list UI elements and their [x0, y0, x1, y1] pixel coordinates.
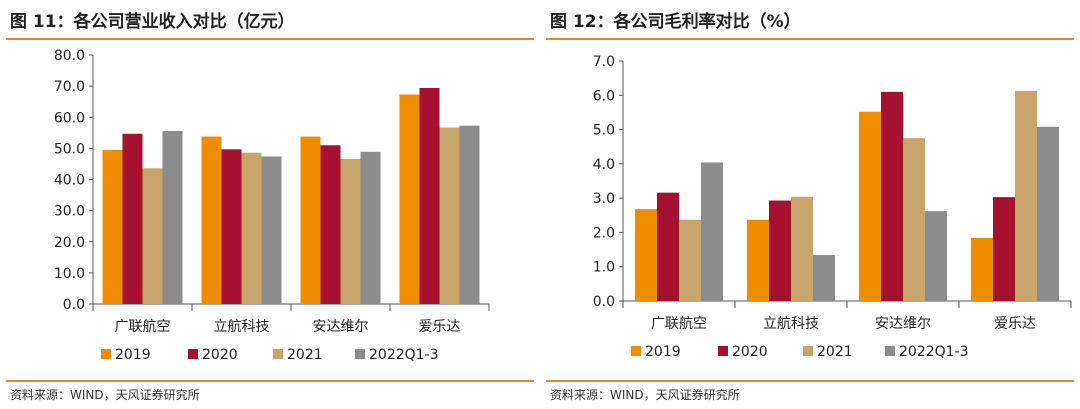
bar: [1037, 126, 1059, 301]
y-tick-label: 3.0: [593, 191, 615, 207]
legend-label: 2022Q1-3: [369, 347, 439, 363]
margin-chart-panel: 图 12：各公司毛利率对比（%） 0.0 1.0 2.0 3.0 4.0 5.0 6.0 7.…: [546, 0, 1076, 409]
gross-margin-bar-chart: 0.0 1.0 2.0 3.0 4.0 5.0 6.0 7.0 广联航空 立航科技 安达维尔 爱乐达 2…: [593, 54, 1072, 360]
bar: [859, 111, 881, 301]
legend-swatch: [885, 346, 895, 356]
x-tick-label: 广联航空: [651, 316, 707, 332]
y-tick-label: 60.0: [54, 110, 85, 126]
y-tick-label: 4.0: [593, 157, 615, 173]
bar: [320, 145, 341, 304]
legend-swatch: [803, 346, 813, 356]
bar: [221, 149, 242, 304]
bar: [162, 130, 183, 304]
x-tick-label: 爱乐达: [994, 316, 1036, 332]
x-tick-label: 立航科技: [763, 316, 819, 332]
y-tick-label: 0.0: [63, 297, 85, 313]
bar: [340, 158, 361, 304]
bar: [701, 162, 723, 301]
source-divider: [546, 380, 1074, 382]
bar: [360, 151, 381, 304]
bar: [769, 200, 791, 301]
y-tick-label: 0.0: [593, 294, 615, 310]
bar: [1015, 90, 1037, 301]
x-tick-label: 广联航空: [115, 319, 171, 335]
bar: [881, 91, 903, 301]
y-tick-label: 1.0: [593, 260, 615, 276]
revenue-chart-panel: 图 11：各公司营业收入对比（亿元） 0.0 10.0 20.0 30.0 40.0 50…: [6, 0, 536, 409]
y-tick-label: 50.0: [54, 141, 85, 157]
bar: [791, 196, 813, 301]
bar: [142, 168, 163, 304]
bar: [813, 255, 835, 301]
chart-title: 图 12：各公司毛利率对比（%）: [550, 12, 801, 32]
y-tick-label: 30.0: [54, 204, 85, 220]
bar: [459, 125, 480, 304]
bar: [993, 197, 1015, 301]
y-tick-label: 7.0: [593, 54, 615, 70]
legend-swatch: [355, 349, 365, 359]
bar: [102, 149, 123, 304]
legend-swatch: [101, 349, 111, 359]
y-tick-label: 20.0: [54, 235, 85, 251]
bar: [657, 192, 679, 301]
bar: [971, 237, 993, 301]
legend-label: 2021: [817, 344, 853, 360]
legend-label: 2020: [202, 347, 238, 363]
x-tick-label: 立航科技: [214, 319, 270, 335]
legend-label: 2021: [287, 347, 323, 363]
legend-swatch: [273, 349, 283, 359]
bar: [122, 133, 143, 304]
title-divider: [546, 38, 1074, 40]
source-note: 资料来源：WIND，天风证券研究所: [10, 388, 200, 402]
legend-label: 2022Q1-3: [899, 344, 969, 360]
chart-title: 图 11：各公司营业收入对比（亿元）: [10, 12, 295, 32]
bar: [679, 219, 701, 301]
source-divider: [6, 380, 534, 382]
bar: [747, 219, 769, 301]
x-tick-label: 安达维尔: [875, 316, 931, 332]
y-tick-label: 2.0: [593, 225, 615, 241]
y-tick-label: 10.0: [54, 266, 85, 282]
source-note: 资料来源：WIND，天风证券研究所: [550, 388, 740, 402]
bar: [903, 138, 925, 301]
x-tick-label: 爱乐达: [419, 319, 461, 335]
legend-swatch: [718, 346, 728, 356]
legend-swatch: [631, 346, 641, 356]
bar: [399, 94, 420, 304]
bar: [261, 156, 282, 304]
y-tick-label: 5.0: [593, 123, 615, 139]
legend-label: 2019: [115, 347, 151, 363]
y-tick-label: 40.0: [54, 173, 85, 189]
bar: [635, 209, 657, 301]
y-tick-label: 80.0: [54, 48, 85, 64]
bar: [201, 136, 222, 304]
x-tick-label: 安达维尔: [313, 319, 369, 335]
legend-label: 2020: [732, 344, 768, 360]
y-tick-label: 70.0: [54, 79, 85, 95]
legend-swatch: [188, 349, 198, 359]
bar: [241, 152, 262, 304]
bar: [925, 211, 947, 301]
bar: [300, 136, 321, 304]
y-tick-label: 6.0: [593, 88, 615, 104]
revenue-bar-chart: 0.0 10.0 20.0 30.0 40.0 50.0 60.0 70.0 80.0 广联航空 立…: [54, 48, 490, 363]
title-divider: [6, 38, 534, 40]
bar: [419, 87, 440, 305]
bar: [439, 127, 460, 305]
legend-label: 2019: [645, 344, 681, 360]
